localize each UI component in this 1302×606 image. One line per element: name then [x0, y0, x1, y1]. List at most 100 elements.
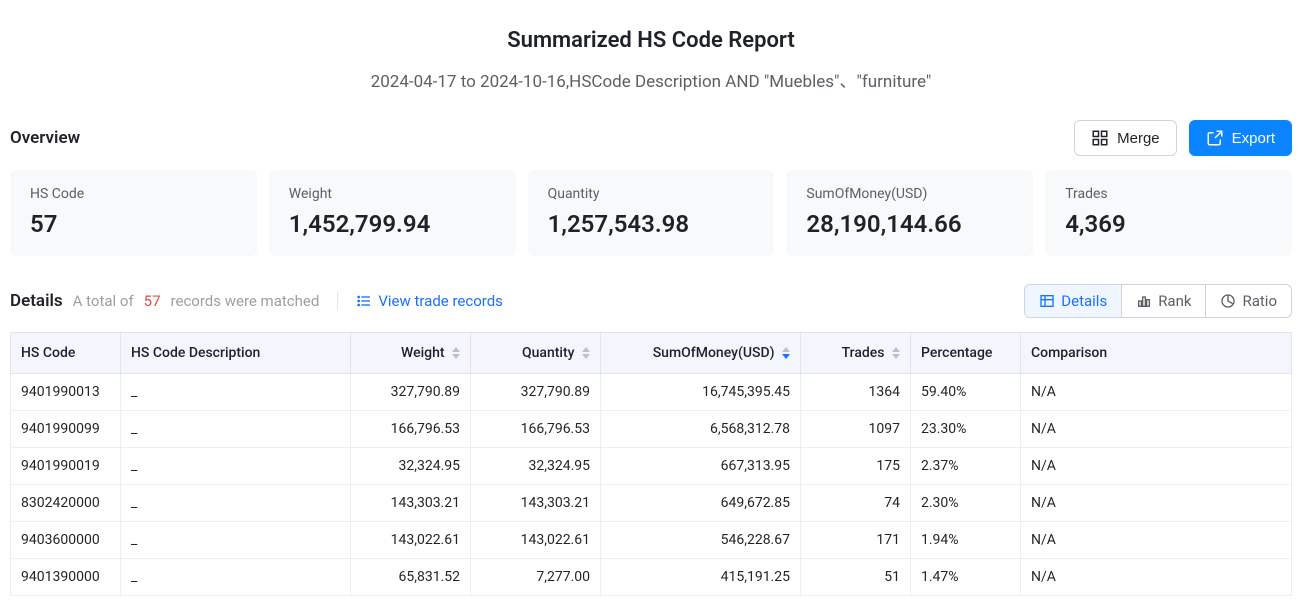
page-subtitle: 2024-04-17 to 2024-10-16,HSCode Descript… [10, 67, 1292, 92]
export-icon [1206, 129, 1224, 147]
list-icon [356, 293, 372, 309]
col-weight-label: Weight [401, 345, 445, 361]
cell-description: _ [121, 522, 351, 559]
col-weight[interactable]: Weight [351, 333, 471, 374]
cell-trades: 1364 [801, 374, 911, 411]
cell-quantity: 32,324.95 [471, 448, 601, 485]
details-label: Details [10, 291, 63, 311]
cell-hscode: 9401990019 [11, 448, 121, 485]
overview-label: Overview [10, 128, 80, 148]
card-value: 1,452,799.94 [289, 210, 496, 238]
merge-icon [1091, 129, 1109, 147]
col-comparison[interactable]: Comparison [1021, 333, 1292, 374]
table-icon [1039, 293, 1055, 309]
card-label: Trades [1065, 186, 1272, 202]
cell-percentage: 23.30% [911, 411, 1021, 448]
card-value: 28,190,144.66 [806, 210, 1013, 238]
cell-sum: 649,672.85 [601, 485, 801, 522]
col-quantity-label: Quantity [522, 345, 575, 361]
page-title: Summarized HS Code Report [10, 28, 1292, 53]
sort-icon [782, 347, 790, 359]
col-description[interactable]: HS Code Description [121, 333, 351, 374]
export-button[interactable]: Export [1189, 120, 1292, 156]
cell-sum: 546,228.67 [601, 522, 801, 559]
col-quantity[interactable]: Quantity [471, 333, 601, 374]
col-trades-label: Trades [842, 345, 885, 361]
cell-trades: 74 [801, 485, 911, 522]
col-trades[interactable]: Trades [801, 333, 911, 374]
col-sum-label: SumOfMoney(USD) [653, 345, 775, 361]
cell-description: _ [121, 448, 351, 485]
tab-details[interactable]: Details [1025, 285, 1121, 317]
cell-trades: 51 [801, 559, 911, 596]
card-label: HS Code [30, 186, 237, 202]
cell-hscode: 9401990099 [11, 411, 121, 448]
sort-icon [582, 347, 590, 359]
cell-hscode: 8302420000 [11, 485, 121, 522]
cell-description: _ [121, 374, 351, 411]
cell-weight: 143,303.21 [351, 485, 471, 522]
cell-description: _ [121, 559, 351, 596]
total-suffix: records were matched [171, 292, 320, 310]
cell-description: _ [121, 485, 351, 522]
table-row[interactable]: 9401990099_166,796.53166,796.536,568,312… [11, 411, 1292, 448]
cell-weight: 143,022.61 [351, 522, 471, 559]
cell-comparison: N/A [1021, 448, 1292, 485]
tab-rank[interactable]: Rank [1121, 285, 1205, 317]
cell-trades: 1097 [801, 411, 911, 448]
table-row[interactable]: 9401990013_327,790.89327,790.8916,745,39… [11, 374, 1292, 411]
cell-sum: 415,191.25 [601, 559, 801, 596]
col-percentage[interactable]: Percentage [911, 333, 1021, 374]
cell-quantity: 143,022.61 [471, 522, 601, 559]
cell-comparison: N/A [1021, 485, 1292, 522]
view-trade-records-label: View trade records [378, 292, 503, 310]
overview-card: HS Code 57 [10, 170, 257, 256]
cell-hscode: 9401390000 [11, 559, 121, 596]
table-row[interactable]: 9401990019_32,324.9532,324.95667,313.951… [11, 448, 1292, 485]
cell-hscode: 9403600000 [11, 522, 121, 559]
cell-comparison: N/A [1021, 411, 1292, 448]
view-trade-records-link[interactable]: View trade records [356, 292, 503, 310]
tab-ratio[interactable]: Ratio [1205, 285, 1291, 317]
table-row[interactable]: 8302420000_143,303.21143,303.21649,672.8… [11, 485, 1292, 522]
col-hscode[interactable]: HS Code [11, 333, 121, 374]
table-row[interactable]: 9401390000_65,831.527,277.00415,191.2551… [11, 559, 1292, 596]
total-prefix: A total of [73, 292, 134, 310]
overview-card: Weight 1,452,799.94 [269, 170, 516, 256]
overview-card: Quantity 1,257,543.98 [528, 170, 775, 256]
cell-quantity: 166,796.53 [471, 411, 601, 448]
details-summary: Details A total of 57 records were match… [10, 291, 503, 311]
col-sum[interactable]: SumOfMoney(USD) [601, 333, 801, 374]
cell-hscode: 9401990013 [11, 374, 121, 411]
cell-percentage: 1.47% [911, 559, 1021, 596]
card-value: 1,257,543.98 [548, 210, 755, 238]
cell-percentage: 59.40% [911, 374, 1021, 411]
cell-percentage: 2.30% [911, 485, 1021, 522]
cell-trades: 175 [801, 448, 911, 485]
card-label: Weight [289, 186, 496, 202]
cell-description: _ [121, 411, 351, 448]
merge-label: Merge [1117, 130, 1160, 147]
cell-comparison: N/A [1021, 522, 1292, 559]
overview-card: SumOfMoney(USD) 28,190,144.66 [786, 170, 1033, 256]
cell-weight: 65,831.52 [351, 559, 471, 596]
cell-sum: 16,745,395.45 [601, 374, 801, 411]
view-tabs: Details Rank Ratio [1024, 284, 1292, 318]
export-label: Export [1232, 130, 1275, 147]
overview-actions: Merge Export [1074, 120, 1292, 156]
card-value: 57 [30, 210, 237, 238]
cell-comparison: N/A [1021, 374, 1292, 411]
merge-button[interactable]: Merge [1074, 120, 1177, 156]
cell-quantity: 327,790.89 [471, 374, 601, 411]
table-row[interactable]: 9403600000_143,022.61143,022.61546,228.6… [11, 522, 1292, 559]
card-label: Quantity [548, 186, 755, 202]
overview-header: Overview Merge Export [10, 120, 1292, 156]
cell-weight: 327,790.89 [351, 374, 471, 411]
overview-cards: HS Code 57 Weight 1,452,799.94 Quantity 1,257… [10, 170, 1292, 256]
table-header-row: HS Code HS Code Description Weight Quant… [11, 333, 1292, 374]
cell-percentage: 1.94% [911, 522, 1021, 559]
overview-card: Trades 4,369 [1045, 170, 1292, 256]
card-label: SumOfMoney(USD) [806, 186, 1013, 202]
card-value: 4,369 [1065, 210, 1272, 238]
cell-trades: 171 [801, 522, 911, 559]
